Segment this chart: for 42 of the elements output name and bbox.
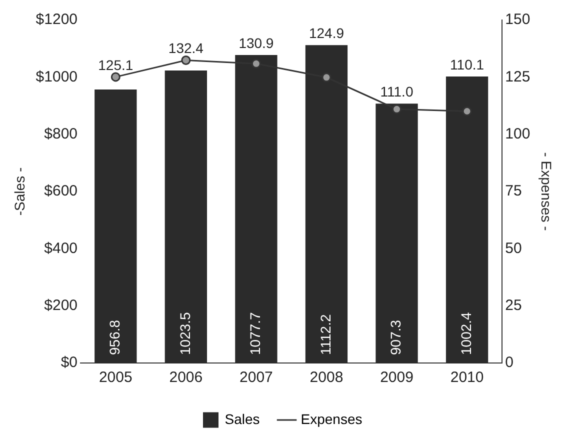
point bbox=[110, 72, 120, 82]
data-label: 124.9 bbox=[308, 24, 344, 41]
data-label: 1077.7 bbox=[247, 312, 264, 355]
data-label: 130.9 bbox=[238, 34, 274, 51]
legend-label: Expenses bbox=[300, 410, 362, 427]
y-tick-label: $800 bbox=[44, 125, 78, 142]
data-label: 1112.2 bbox=[317, 314, 334, 355]
x-tick-label: 2008 bbox=[310, 369, 344, 386]
y-tick-label: $1000 bbox=[36, 68, 78, 86]
x-tick-label: 2007 bbox=[240, 369, 273, 386]
point bbox=[392, 104, 402, 114]
data-label: 132.4 bbox=[168, 40, 204, 56]
x-tick-label: 2005 bbox=[98, 369, 132, 386]
data-label: 111.0 bbox=[380, 84, 414, 100]
y2-tick-label: 75 bbox=[505, 182, 522, 200]
y2-axis-title: - Expenses - bbox=[538, 152, 555, 232]
y2-tick-label: 50 bbox=[505, 240, 522, 257]
data-label: 1023.5 bbox=[176, 312, 193, 355]
y2-tick-label: 25 bbox=[505, 296, 522, 314]
x-tick-label: 2009 bbox=[380, 369, 414, 386]
y-tick-label: $0 bbox=[60, 354, 78, 372]
x-tick-label: 2010 bbox=[450, 369, 484, 386]
data-label: 1002.4 bbox=[458, 312, 474, 355]
point bbox=[181, 55, 191, 65]
y2-tick-label: 125 bbox=[505, 68, 530, 86]
y2-tick-label: 100 bbox=[505, 125, 530, 142]
y-tick-label: $400 bbox=[44, 240, 78, 257]
data-label: 956.8 bbox=[106, 320, 123, 355]
legend-label: Sales bbox=[224, 410, 260, 427]
data-label: 110.1 bbox=[450, 56, 484, 72]
y-tick-label: $1200 bbox=[36, 11, 78, 28]
point bbox=[322, 72, 332, 82]
y-tick-label: $600 bbox=[44, 182, 78, 200]
y2-tick-label: 150 bbox=[505, 11, 530, 28]
point bbox=[251, 58, 261, 68]
x-tick-label: 2006 bbox=[169, 369, 203, 386]
y-axis-title: -Sales - bbox=[11, 167, 28, 216]
y-tick-label: $200 bbox=[44, 296, 78, 314]
data-label: 907.3 bbox=[388, 320, 404, 355]
point bbox=[462, 106, 472, 116]
y2-tick-label: 0 bbox=[505, 354, 514, 372]
data-label: 125.1 bbox=[98, 56, 134, 73]
